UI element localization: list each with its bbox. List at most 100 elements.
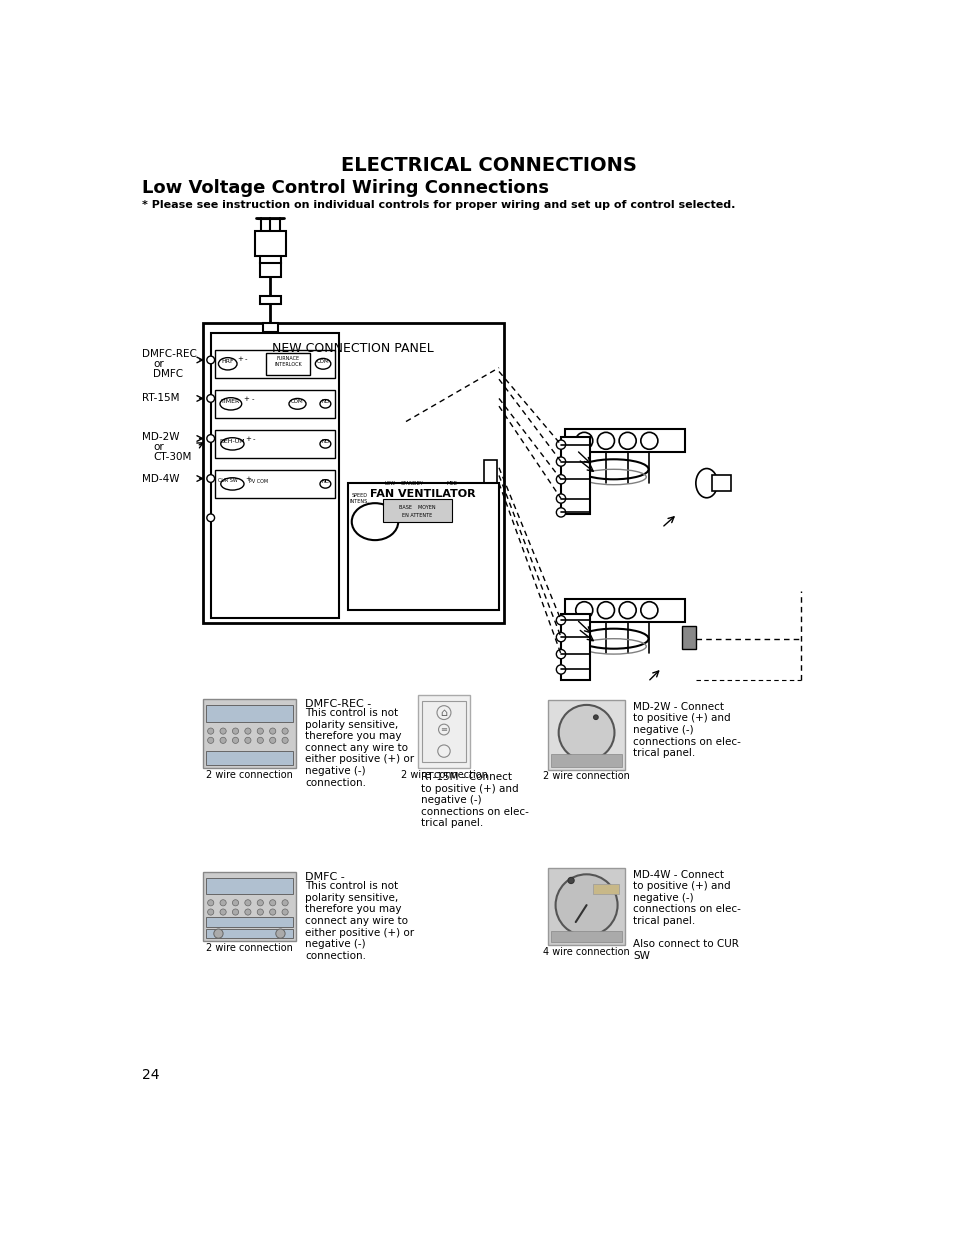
Circle shape (257, 900, 263, 906)
Circle shape (245, 737, 251, 743)
Bar (560, 614, 590, 679)
Bar (417, 695, 470, 768)
Bar (254, 231, 286, 256)
Circle shape (556, 457, 565, 466)
Text: NO: NO (321, 440, 329, 445)
Circle shape (207, 474, 214, 483)
Bar (348, 483, 498, 610)
Circle shape (245, 909, 251, 915)
Bar (382, 499, 452, 521)
Ellipse shape (319, 479, 331, 488)
Text: This control is not
polarity sensitive,
therefore you may
connect any wire to
ei: This control is not polarity sensitive, … (305, 708, 414, 788)
Text: LOW: LOW (384, 480, 395, 485)
Text: DMFC: DMFC (153, 369, 183, 379)
Bar (547, 868, 624, 945)
Circle shape (270, 737, 275, 743)
Circle shape (270, 900, 275, 906)
Bar (214, 471, 335, 498)
Bar (206, 929, 293, 939)
Ellipse shape (315, 358, 331, 369)
Circle shape (245, 900, 251, 906)
Text: -: - (253, 436, 255, 442)
Text: +: + (243, 396, 249, 403)
Text: NEW CONNECTION PANEL: NEW CONNECTION PANEL (273, 342, 434, 356)
Text: ≡: ≡ (440, 725, 447, 734)
Text: 24: 24 (142, 1068, 160, 1082)
Circle shape (282, 727, 288, 734)
Text: FURNACE
INTERLOCK: FURNACE INTERLOCK (274, 356, 302, 367)
Text: +: + (245, 477, 251, 483)
Text: DEH-UM: DEH-UM (219, 440, 245, 445)
Bar (206, 878, 293, 894)
Circle shape (257, 909, 263, 915)
Circle shape (270, 909, 275, 915)
Circle shape (208, 909, 213, 915)
Text: -: - (251, 396, 253, 403)
Text: 2 wire connection: 2 wire connection (206, 942, 293, 953)
Circle shape (207, 514, 214, 521)
Bar (214, 430, 335, 458)
Text: or: or (153, 359, 164, 369)
Bar (711, 475, 731, 490)
Text: FAN VENTILATOR: FAN VENTILATOR (370, 489, 476, 499)
Circle shape (597, 432, 614, 450)
Circle shape (257, 737, 263, 743)
Circle shape (245, 727, 251, 734)
Circle shape (207, 435, 214, 442)
Text: ⌂: ⌂ (440, 708, 447, 718)
Text: RT-15M - Connect
to positive (+) and
negative (-)
connections on elec-
trical pa: RT-15M - Connect to positive (+) and neg… (421, 772, 529, 829)
Bar (214, 390, 335, 417)
Circle shape (567, 877, 574, 883)
Bar (259, 263, 281, 277)
Text: BASE    MOYEN: BASE MOYEN (399, 505, 436, 510)
Text: PV COM: PV COM (249, 479, 268, 484)
Circle shape (640, 432, 658, 450)
Circle shape (436, 705, 451, 720)
Text: RT-15M: RT-15M (142, 394, 180, 404)
Ellipse shape (352, 503, 397, 540)
Circle shape (207, 395, 214, 403)
Bar (203, 699, 295, 768)
Bar (206, 751, 293, 764)
Circle shape (282, 737, 288, 743)
Bar (681, 626, 695, 648)
Circle shape (257, 727, 263, 734)
Circle shape (556, 440, 565, 450)
Text: MED: MED (446, 480, 457, 485)
Circle shape (208, 737, 213, 743)
Circle shape (556, 615, 565, 625)
Text: MD-4W - Connect
to positive (+) and
negative (-)
connections on elec-
trical pan: MD-4W - Connect to positive (+) and nega… (633, 869, 740, 961)
Circle shape (640, 601, 658, 619)
Bar (211, 333, 338, 618)
Text: -: - (245, 356, 248, 362)
Text: 4 wire connection: 4 wire connection (542, 947, 629, 957)
Ellipse shape (220, 398, 241, 410)
Text: COM: COM (291, 399, 303, 404)
Bar (259, 296, 281, 304)
Bar (484, 461, 497, 483)
Text: NO: NO (321, 399, 329, 404)
Circle shape (233, 727, 238, 734)
Text: 2 wire connection: 2 wire connection (400, 769, 487, 779)
Bar (206, 705, 293, 721)
Circle shape (593, 715, 598, 720)
Circle shape (275, 929, 285, 939)
Circle shape (618, 601, 636, 619)
Circle shape (438, 724, 449, 735)
Circle shape (558, 705, 614, 761)
Circle shape (220, 737, 226, 743)
Bar (214, 350, 335, 378)
Text: TIMER: TIMER (221, 399, 240, 404)
Text: EN ATTENTE: EN ATTENTE (402, 513, 433, 517)
Text: CT-30M: CT-30M (153, 452, 192, 462)
Bar (550, 755, 621, 767)
Bar (262, 324, 278, 332)
Circle shape (556, 664, 565, 674)
Circle shape (270, 727, 275, 734)
Circle shape (208, 900, 213, 906)
Bar (550, 931, 621, 942)
Bar (266, 353, 310, 374)
Circle shape (556, 650, 565, 658)
Text: CUR SW: CUR SW (217, 478, 237, 483)
Ellipse shape (289, 399, 306, 409)
